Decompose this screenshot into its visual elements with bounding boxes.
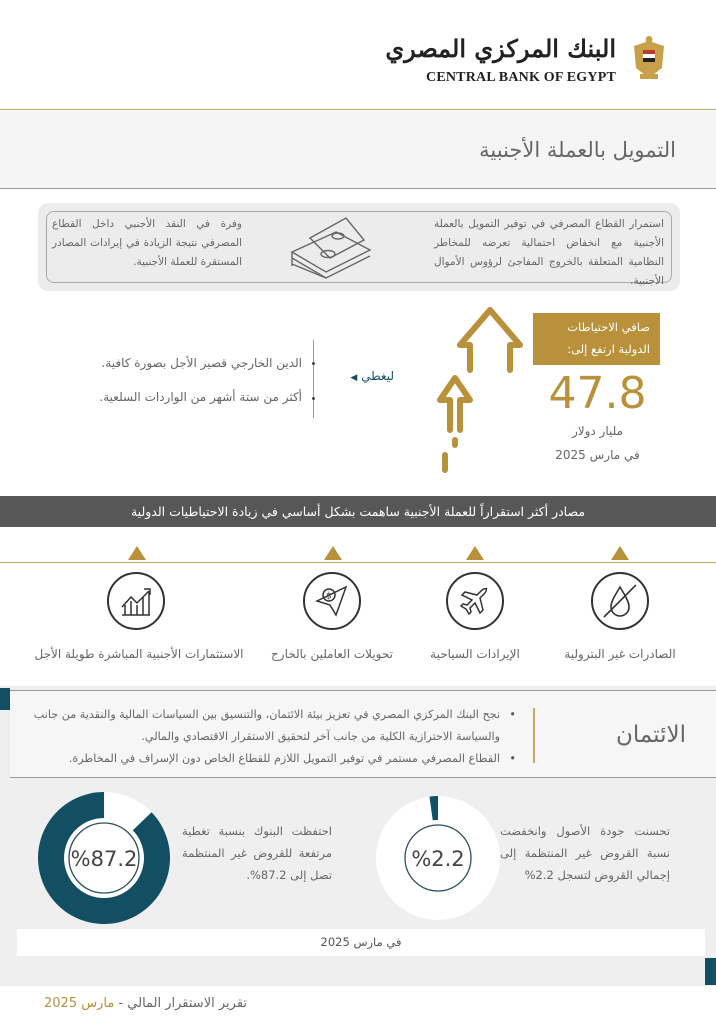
page-title: التمويل بالعملة الأجنبية bbox=[479, 138, 676, 162]
money-stack-icon bbox=[290, 217, 372, 279]
coverage-text: احتفظت البنوك بنسبة تغطية مرتفعة للقروض … bbox=[182, 824, 332, 882]
credit-item: نجح البنك المركزي المصري في تعزيز بيئة ا… bbox=[26, 704, 516, 748]
credit-list: نجح البنك المركزي المصري في تعزيز بيئة ا… bbox=[26, 704, 516, 770]
footer: تقرير الاستقرار المالي - مارس 2025 bbox=[44, 996, 247, 1011]
info-left-text: وفرة في النقد الأجنبي داخل القطاع المصرف… bbox=[52, 218, 242, 268]
timeline-line bbox=[0, 562, 716, 563]
covers-text: ليغطي bbox=[361, 369, 394, 383]
reserves-label: صافي الاحتياطات الدولية ارتفع إلى: bbox=[533, 313, 660, 365]
source-label: الاستثمارات الأجنبية المباشرة طويلة الأج… bbox=[34, 647, 244, 661]
title-area bbox=[0, 111, 716, 189]
timeline-marker bbox=[611, 546, 629, 560]
donut-label: %2.2 bbox=[411, 847, 464, 871]
credit-title: الائتمان bbox=[615, 722, 686, 748]
reserves-date: في مارس 2025 bbox=[555, 448, 640, 462]
footer-report: تقرير الاستقرار المالي - bbox=[114, 996, 248, 1011]
credit-divider bbox=[533, 708, 535, 763]
footer-date: مارس 2025 bbox=[44, 996, 115, 1011]
timeline-marker bbox=[324, 546, 342, 560]
info-box-border bbox=[46, 211, 672, 283]
rising-arrows-icon bbox=[437, 307, 523, 473]
logo-english: CENTRAL BANK OF EGYPT bbox=[426, 70, 616, 85]
timeline-marker bbox=[128, 546, 146, 560]
header bbox=[0, 0, 716, 110]
covers-divider bbox=[313, 340, 314, 418]
reserves-value: 47.8 bbox=[548, 368, 647, 419]
airplane-icon bbox=[446, 572, 504, 630]
reserves-unit: مليار دولار bbox=[571, 424, 624, 438]
triangle-left-icon: ◀ bbox=[350, 373, 358, 383]
covers-item: أكثر من ستة أشهر من الواردات السلعية. bbox=[99, 390, 302, 404]
date-bar: في مارس 2025 bbox=[17, 929, 705, 956]
covers-item: الدين الخارجي قصير الأجل بصورة كافية. bbox=[101, 356, 302, 370]
source-label: الصادرات غير البترولية bbox=[564, 647, 676, 661]
info-box bbox=[38, 203, 680, 291]
section-tab bbox=[0, 688, 10, 710]
donut-label: %87.2 bbox=[71, 847, 138, 871]
source-label: الإيرادات السياحية bbox=[430, 647, 520, 661]
sources-title-bar: مصادر أكثر استقراراً للعملة الأجنبية ساه… bbox=[0, 496, 716, 527]
source-label: تحويلات العاملين بالخارج bbox=[271, 647, 393, 661]
npl-ratio-donut: %2.2 bbox=[376, 796, 500, 920]
no-oil-drop-icon bbox=[591, 572, 649, 630]
info-right-text: استمرار القطاع المصرفي في توفير التمويل … bbox=[434, 218, 664, 287]
timeline-marker bbox=[466, 546, 484, 560]
growth-chart-icon bbox=[107, 572, 165, 630]
section-tab bbox=[705, 958, 716, 985]
credit-item: القطاع المصرفي مستمر في توفير التمويل ال… bbox=[26, 748, 516, 770]
eagle-emblem-icon bbox=[634, 36, 664, 79]
money-transfer-icon: $ bbox=[303, 572, 361, 630]
svg-text:$: $ bbox=[326, 592, 332, 602]
npl-text: تحسنت جودة الأصول وانخفضت نسبة القروض غي… bbox=[500, 824, 670, 882]
logo-arabic: البنك المركزي المصري bbox=[385, 34, 616, 63]
bullet-dot bbox=[312, 397, 315, 400]
covers-label: ليغطي ◀ bbox=[350, 369, 394, 383]
coverage-ratio-donut: %87.2 bbox=[38, 792, 170, 924]
bullet-dot bbox=[312, 362, 315, 365]
